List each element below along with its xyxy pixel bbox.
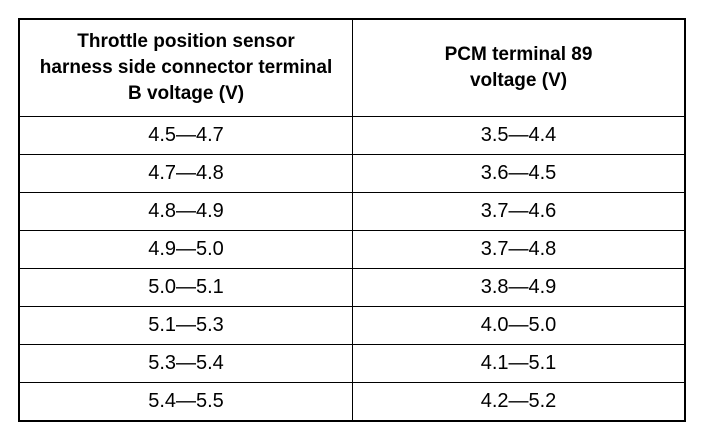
table-row: 5.3—5.4 4.1—5.1 [18, 344, 686, 383]
table-cell: 3.8—4.9 [352, 268, 686, 307]
header-text: PCM terminal 89 voltage (V) [444, 44, 593, 91]
table-row: 5.4—5.5 4.2—5.2 [18, 382, 686, 422]
table-cell: 4.5—4.7 [18, 116, 354, 155]
table-cell: 5.0—5.1 [18, 268, 354, 307]
table-row: 4.7—4.8 3.6—4.5 [18, 154, 686, 193]
table-cell: 4.2—5.2 [352, 382, 686, 422]
table-body: 4.5—4.7 3.5—4.4 4.7—4.8 3.6—4.5 4.8—4.9 3.7—4… [18, 116, 686, 422]
voltage-table: Throttle position sensor harness side co… [18, 18, 686, 422]
header-cell: Throttle position sensor harness side co… [18, 18, 354, 117]
header-row: Throttle position sensor harness side co… [18, 18, 686, 117]
table-cell: 4.7—4.8 [18, 154, 354, 193]
table-cell: 4.1—5.1 [352, 344, 686, 383]
table-row: 5.1—5.3 4.0—5.0 [18, 306, 686, 345]
table-cell: 3.7—4.8 [352, 230, 686, 269]
table-cell: 4.0—5.0 [352, 306, 686, 345]
header-text: Throttle position sensor harness side co… [39, 31, 333, 104]
table-cell: 5.1—5.3 [18, 306, 354, 345]
table-cell: 3.7—4.6 [352, 192, 686, 231]
table-row: 4.9—5.0 3.7—4.8 [18, 230, 686, 269]
table-cell: 4.8—4.9 [18, 192, 354, 231]
table-row: 4.8—4.9 3.7—4.6 [18, 192, 686, 231]
table-cell: 5.4—5.5 [18, 382, 354, 422]
table-row: 4.5—4.7 3.5—4.4 [18, 116, 686, 155]
table-cell: 4.9—5.0 [18, 230, 354, 269]
table-cell: 3.5—4.4 [352, 116, 686, 155]
header-cell: PCM terminal 89 voltage (V) [352, 18, 686, 117]
table-cell: 5.3—5.4 [18, 344, 354, 383]
table-row: 5.0—5.1 3.8—4.9 [18, 268, 686, 307]
table-cell: 3.6—4.5 [352, 154, 686, 193]
